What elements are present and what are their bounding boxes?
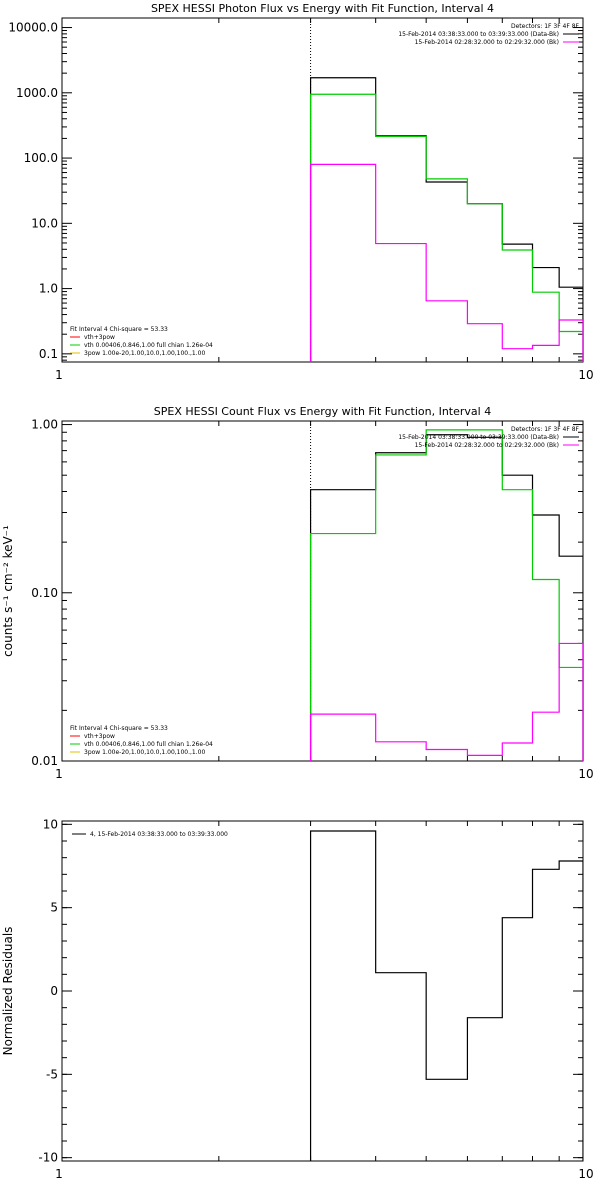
- legend-bottom: Fit Interval 4 Chi-square = 53.33vth+3po…: [70, 326, 213, 357]
- series-line-3: [309, 163, 583, 362]
- y-tick-label: 10000.0: [8, 21, 58, 35]
- y-tick-label: 1000.0: [16, 86, 58, 100]
- y-tick-label: 10.0: [31, 216, 58, 230]
- chart-panel-3: Normalized Residuals 1 10 -10 -5 0 5 10 4, 15-Fe…: [1, 817, 594, 1181]
- plot-frame: [61, 17, 584, 363]
- legend-entry-label: vth+3pow: [84, 334, 115, 341]
- y-tick-label: 0.1: [39, 347, 58, 361]
- legend-entry-label: vth+3pow: [84, 733, 115, 740]
- legend-entry-label: 4, 15-Feb-2014 03:38:33.000 to 03:39:33.…: [90, 831, 228, 838]
- y-tick-label: 1.00: [31, 418, 58, 432]
- x-tick-label: 1: [55, 767, 63, 781]
- x-tick-label: 10: [578, 767, 593, 781]
- series-line-1: [309, 77, 583, 362]
- fit-legend-title: Fit Interval 4 Chi-square = 53.33: [70, 326, 168, 333]
- legend-bottom: Fit Interval 4 Chi-square = 53.33vth+3po…: [70, 725, 213, 756]
- chart-title: SPEX HESSI Photon Flux vs Energy with Fi…: [151, 2, 494, 15]
- x-tick-label: 10: [578, 1167, 593, 1181]
- chart-panel-1: SPEX HESSI Photon Flux vs Energy with Fi…: [8, 2, 593, 382]
- series-line-3: [309, 642, 583, 761]
- series-line-2: [309, 93, 583, 362]
- series-group: [309, 77, 583, 362]
- x-tick-label: 1: [55, 1167, 63, 1181]
- legend-entry-label: 15-Feb-2014 03:38:33.000 to 03:39:33.000…: [398, 31, 559, 38]
- y-axis-label: Normalized Residuals: [1, 927, 15, 1056]
- y-tick-label: 5: [50, 901, 58, 915]
- legend-title: Detectors: 1F 3F 4F 8F: [511, 426, 580, 433]
- series-line-1: [309, 830, 583, 1161]
- x-tick-label: 1: [55, 368, 63, 382]
- y-axis-label: counts s⁻¹ cm⁻² keV⁻¹: [1, 525, 15, 657]
- y-tick-label: 0.10: [31, 586, 58, 600]
- fit-legend-title: Fit Interval 4 Chi-square = 53.33: [70, 725, 168, 732]
- y-tick-label: -10: [38, 1151, 58, 1165]
- chart-panel-2: SPEX HESSI Count Flux vs Energy with Fit…: [1, 405, 594, 781]
- legend-entry-label: 3pow 1.00e-20,1.00,10.0,1.00,100.,1.00: [84, 350, 205, 357]
- y-tick-label: 10: [43, 817, 58, 831]
- plot-frame: [61, 420, 584, 762]
- y-tick-label: 0: [50, 984, 58, 998]
- legend-entry-label: 15-Feb-2014 02:28:32.000 to 02:29:32.000…: [415, 442, 559, 449]
- series-group: [309, 830, 583, 1161]
- x-tick-label: 10: [578, 368, 593, 382]
- series-group: [309, 429, 583, 761]
- legend-entry-label: vth 0.00406,0.846,1.00 full chian 1.26e-…: [84, 741, 213, 748]
- legend-entry-label: 15-Feb-2014 03:38:33.000 to 03:39:33.000…: [398, 434, 559, 441]
- y-tick-label: -5: [46, 1067, 58, 1081]
- plot-frame: [61, 820, 584, 1162]
- y-tick-label: 1.0: [39, 282, 58, 296]
- y-tick-label: 100.0: [24, 151, 58, 165]
- legend-title: Detectors: 1F 3F 4F 8F: [511, 23, 580, 30]
- series-line-2: [309, 429, 583, 761]
- legend-top: 4, 15-Feb-2014 03:38:33.000 to 03:39:33.…: [72, 831, 228, 838]
- legend-entry-label: 3pow 1.00e-20,1.00,10.0,1.00,100.,1.00: [84, 749, 205, 756]
- legend-entry-label: vth 0.00406,0.846,1.00 full chian 1.26e-…: [84, 342, 213, 349]
- y-tick-label: 0.01: [31, 754, 58, 768]
- chart-title: SPEX HESSI Count Flux vs Energy with Fit…: [154, 405, 491, 418]
- legend-entry-label: 15-Feb-2014 02:28:32.000 to 02:29:32.000…: [415, 39, 559, 46]
